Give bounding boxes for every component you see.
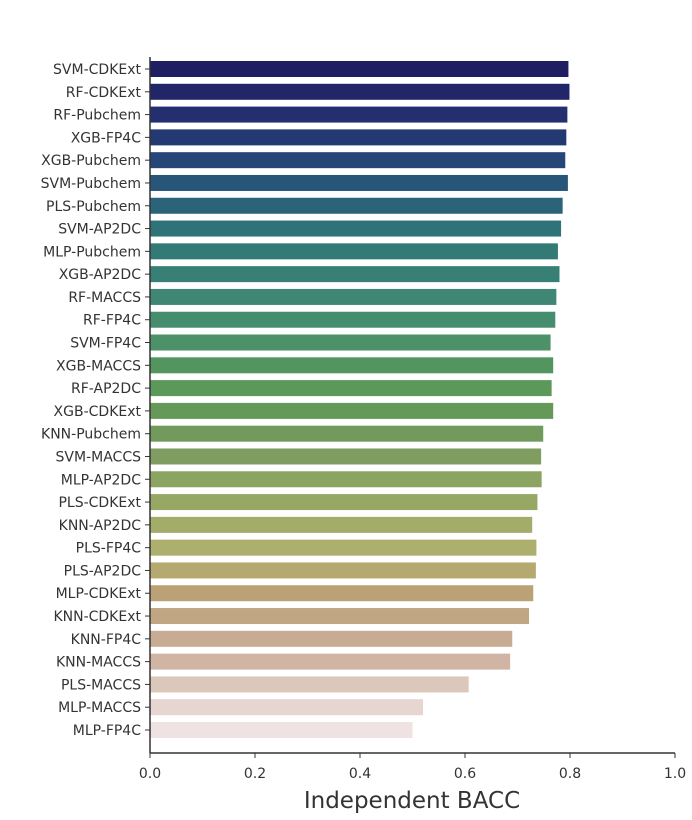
- bar-mlp-fp4c: [150, 722, 413, 738]
- y-tick-label: PLS-MACCS: [61, 677, 141, 693]
- y-tick-label: PLS-FP4C: [76, 541, 142, 557]
- x-tick-label: 0.2: [244, 766, 266, 782]
- y-tick-label: KNN-FP4C: [71, 632, 142, 648]
- y-tick-label: MLP-FP4C: [73, 723, 141, 739]
- x-tick-label: 1.0: [664, 766, 686, 782]
- bar-xgb-ap2dc: [150, 266, 560, 283]
- bar-mlp-pubchem: [150, 243, 558, 260]
- y-tick-label: PLS-AP2DC: [64, 563, 142, 579]
- bar-knn-pubchem: [150, 425, 544, 442]
- bar-xgb-fp4c: [150, 129, 567, 146]
- bar-knn-ap2dc: [150, 516, 533, 533]
- y-tick-label: XGB-Pubchem: [41, 153, 141, 169]
- bar-knn-cdkext: [150, 608, 530, 625]
- y-tick-label: XGB-FP4C: [71, 130, 141, 146]
- y-tick-label: XGB-AP2DC: [59, 267, 141, 283]
- y-tick-label: RF-MACCS: [68, 290, 141, 306]
- y-tick-label: SVM-MACCS: [56, 449, 142, 465]
- y-tick-label: RF-Pubchem: [53, 108, 141, 124]
- y-tick-label: RF-CDKExt: [66, 85, 142, 101]
- bar-mlp-maccs: [150, 699, 423, 716]
- bars-layer: [150, 61, 570, 738]
- bar-pls-fp4c: [150, 539, 537, 556]
- y-tick-label: MLP-AP2DC: [61, 472, 141, 488]
- x-tick-label: 0.4: [349, 766, 371, 782]
- bar-knn-maccs: [150, 653, 511, 670]
- y-tick-label: KNN-AP2DC: [59, 518, 142, 534]
- bar-rf-ap2dc: [150, 380, 552, 397]
- x-tick-label: 0.6: [454, 766, 476, 782]
- y-tick-label: MLP-MACCS: [58, 700, 141, 716]
- bar-svm-maccs: [150, 448, 542, 465]
- bar-mlp-cdkext: [150, 585, 534, 602]
- y-tick-label: PLS-Pubchem: [46, 199, 141, 215]
- y-tick-label: SVM-AP2DC: [58, 222, 141, 238]
- y-tick-label: XGB-MACCS: [56, 358, 141, 374]
- bar-svm-pubchem: [150, 174, 568, 191]
- bar-svm-fp4c: [150, 334, 551, 351]
- bar-xgb-cdkext: [150, 402, 554, 419]
- bar-pls-pubchem: [150, 197, 563, 214]
- y-tick-label: KNN-CDKExt: [53, 609, 141, 625]
- y-tick-label: PLS-CDKExt: [58, 495, 141, 511]
- bar-svm-cdkext: [150, 61, 569, 77]
- bar-pls-ap2dc: [150, 562, 536, 579]
- y-tick-label: RF-FP4C: [83, 313, 141, 329]
- bar-pls-maccs: [150, 676, 469, 693]
- bar-rf-fp4c: [150, 311, 556, 328]
- y-tick-label: MLP-CDKExt: [56, 586, 142, 602]
- bar-mlp-ap2dc: [150, 471, 542, 488]
- bar-knn-fp4c: [150, 630, 513, 647]
- bar-svm-ap2dc: [150, 220, 562, 237]
- bar-xgb-pubchem: [150, 152, 566, 169]
- y-tick-label: MLP-Pubchem: [43, 244, 141, 260]
- y-tick-label: RF-AP2DC: [71, 381, 141, 397]
- bar-rf-cdkext: [150, 83, 570, 100]
- x-tick-label: 0.8: [559, 766, 581, 782]
- y-tick-label: XGB-CDKExt: [54, 404, 142, 420]
- y-tick-label: SVM-CDKExt: [53, 62, 141, 78]
- y-tick-label: SVM-FP4C: [70, 336, 141, 352]
- bar-xgb-maccs: [150, 357, 554, 374]
- bar-rf-pubchem: [150, 106, 568, 123]
- bar-pls-cdkext: [150, 494, 538, 511]
- x-tick-label: 0.0: [139, 766, 161, 782]
- bar-rf-maccs: [150, 288, 557, 305]
- y-tick-label: KNN-Pubchem: [41, 427, 141, 443]
- x-axis-title: Independent BACC: [304, 788, 520, 814]
- y-tick-label: KNN-MACCS: [56, 655, 141, 671]
- y-tick-label: SVM-Pubchem: [41, 176, 141, 192]
- y-labels-layer: SVM-CDKExt RF-CDKExt RF-Pubchem XGB-FP4C XGB…: [41, 62, 150, 739]
- x-ticks-layer: 0.0 0.2 0.4 0.6 0.8 1.0: [139, 753, 686, 782]
